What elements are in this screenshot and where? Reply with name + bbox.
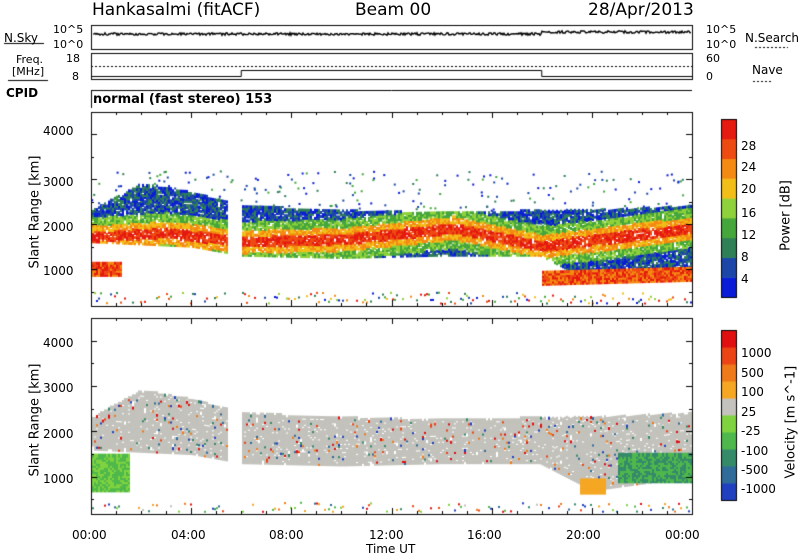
power-cbar-tick-12: 12 bbox=[741, 228, 757, 242]
power-cbar-label: Power [dB] bbox=[778, 180, 794, 251]
noise-search-label: N.Search bbox=[745, 31, 800, 45]
noise-sky-label: N.Sky bbox=[4, 31, 39, 45]
power-cbar-tick-24: 24 bbox=[741, 160, 757, 174]
noise-right-tick-bottom: 10^0 bbox=[706, 38, 737, 51]
nave-label: Nave bbox=[752, 63, 783, 77]
nave-tick-bottom: 0 bbox=[706, 70, 713, 83]
date-label: 28/Apr/2013 bbox=[588, 0, 694, 20]
noise-right-tick-top: 10^5 bbox=[706, 23, 737, 36]
freq-left-tick-top: 18 bbox=[66, 52, 80, 65]
power-cbar-tick-28: 28 bbox=[741, 139, 757, 153]
power-ytick-3000: 3000 bbox=[43, 175, 74, 189]
xtick-2000: 20:00 bbox=[566, 528, 601, 542]
xtick-1200: 12:00 bbox=[369, 528, 404, 542]
velocity-ytick-4000: 4000 bbox=[43, 336, 74, 350]
xtick-0800: 08:00 bbox=[269, 528, 304, 542]
velocity-ytick-3000: 3000 bbox=[43, 381, 74, 395]
xtick-2400: 00:00 bbox=[665, 528, 700, 542]
power-ytick-1000: 1000 bbox=[43, 264, 74, 278]
velocity-cbar-tick-100: 100 bbox=[741, 385, 764, 399]
noise-left-tick-top: 10^5 bbox=[53, 23, 84, 36]
velocity-cbar-tick-25: 25 bbox=[741, 405, 757, 419]
cpid-label: CPID bbox=[6, 86, 39, 100]
noise-left-tick-bottom: 10^0 bbox=[53, 38, 84, 51]
velocity-cbar-tick-500: 500 bbox=[741, 366, 764, 380]
xtick-0000: 00:00 bbox=[72, 528, 107, 542]
power-ytick-4000: 4000 bbox=[43, 124, 74, 138]
freq-label-line2: [MHz] bbox=[12, 65, 45, 78]
freq-left-tick-bottom: 8 bbox=[72, 70, 79, 83]
velocity-ylabel: Slant Range [km] bbox=[27, 363, 43, 477]
xtick-0400: 04:00 bbox=[171, 528, 206, 542]
freq-label-line1: Freq. bbox=[16, 53, 44, 66]
power-cbar-tick-16: 16 bbox=[741, 206, 757, 220]
radar-title: Hankasalmi (fitACF) bbox=[92, 0, 261, 20]
power-cbar-tick-20: 20 bbox=[741, 182, 757, 196]
power-ytick-2000: 2000 bbox=[43, 220, 74, 234]
nave-tick-top: 60 bbox=[706, 52, 720, 65]
velocity-cbar-tick-1000: 1000 bbox=[741, 346, 772, 360]
power-cbar-tick-8: 8 bbox=[741, 250, 749, 264]
xaxis-label: Time UT bbox=[366, 542, 416, 556]
velocity-cbar-tick-neg500: -500 bbox=[741, 463, 769, 477]
xtick-1600: 16:00 bbox=[467, 528, 502, 542]
power-cbar-tick-4: 4 bbox=[741, 272, 749, 286]
beam-label: Beam 00 bbox=[355, 0, 432, 20]
velocity-cbar-tick-neg1000: -1000 bbox=[741, 482, 776, 496]
velocity-ytick-2000: 2000 bbox=[43, 427, 74, 441]
velocity-ytick-1000: 1000 bbox=[43, 472, 74, 486]
velocity-cbar-tick-neg100: -100 bbox=[741, 444, 769, 458]
velocity-cbar-label: Velocity [m s^-1] bbox=[783, 365, 799, 479]
velocity-cbar-tick-neg25: -25 bbox=[741, 424, 761, 438]
cpid-mode-text: normal (fast stereo) 153 bbox=[93, 92, 273, 107]
power-ylabel: Slant Range [km] bbox=[27, 155, 43, 269]
